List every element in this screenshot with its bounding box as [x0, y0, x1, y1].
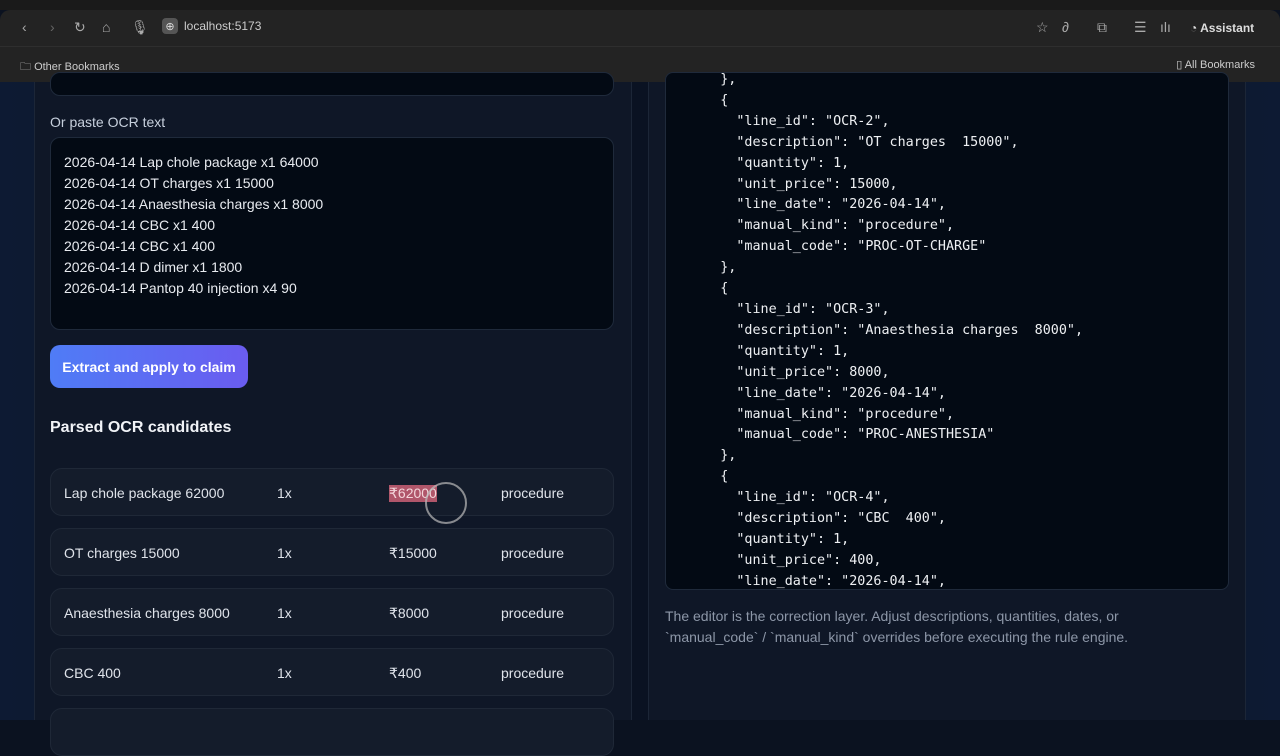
candidate-row: Lap chole package 62000 1x ₹62000 proced…	[50, 468, 614, 516]
candidate-qty: 1x	[277, 545, 292, 561]
json-editor[interactable]: }, { "line_id": "OCR-2", "description": …	[665, 72, 1229, 590]
candidate-price: ₹15000	[389, 545, 437, 561]
browser-chrome: ‹ › ↻ ⌂ 🎙 ⊕ localhost:5173 ☆ ∂ ⧉ ☰ ılı ◔ …	[0, 10, 1280, 82]
all-bookmarks-label: All Bookmarks	[1184, 59, 1255, 71]
candidate-kind: procedure	[501, 605, 565, 621]
editor-help-text: The editor is the correction layer. Adju…	[665, 608, 1129, 645]
json-editor-text[interactable]: }, { "line_id": "OCR-2", "description": …	[720, 72, 1084, 589]
candidate-qty: 1x	[277, 485, 292, 501]
star-icon[interactable]: ☆	[1036, 19, 1049, 35]
home-icon[interactable]: ⌂	[102, 19, 111, 35]
bookmark-icon: ▯	[1176, 59, 1183, 71]
bookmarks-bar: 🗀 Other Bookmarks ▯ All Bookmarks	[0, 46, 1280, 82]
candidates-heading: Parsed OCR candidates	[50, 419, 232, 436]
candidate-row	[50, 708, 614, 756]
reload-icon[interactable]: ↻	[74, 19, 86, 35]
ocr-textarea[interactable]: 2026-04-14 Lap chole package x1 64000 20…	[50, 137, 614, 330]
address-bar[interactable]: ⊕ localhost:5173	[162, 18, 261, 34]
other-bookmarks[interactable]: 🗀 Other Bookmarks	[20, 58, 120, 77]
candidate-kind: procedure	[501, 485, 565, 501]
previous-field[interactable]	[50, 72, 614, 96]
globe-icon: ⊕	[162, 18, 178, 34]
candidate-qty: 1x	[277, 665, 292, 681]
candidate-row: OT charges 15000 1x ₹15000 procedure	[50, 528, 614, 576]
all-bookmarks[interactable]: ▯ All Bookmarks	[1176, 58, 1255, 71]
back-icon[interactable]: ‹	[22, 19, 27, 35]
os-top-strip	[0, 0, 1280, 10]
candidate-price: ₹62000	[389, 485, 437, 502]
extract-apply-button[interactable]: Extract and apply to claim	[50, 345, 248, 388]
candidate-kind: procedure	[501, 545, 565, 561]
url-text[interactable]: localhost:5173	[184, 19, 262, 33]
other-bookmarks-label: Other Bookmarks	[34, 61, 120, 73]
page: Or paste OCR text 2026-04-14 Lap chole p…	[0, 72, 1280, 756]
candidate-description: OT charges 15000	[64, 545, 180, 561]
candidate-price: ₹8000	[389, 605, 430, 621]
assistant-label: Assistant	[1200, 21, 1255, 35]
extensions-icon[interactable]: ⧉	[1097, 19, 1107, 35]
candidate-row: CBC 400 1x ₹400 procedure	[50, 648, 614, 696]
folder-icon: 🗀	[20, 61, 31, 73]
mouse-cursor-highlight	[425, 482, 467, 524]
candidate-row: Anaesthesia charges 8000 1x ₹8000 proced…	[50, 588, 614, 636]
candidate-description: Anaesthesia charges 8000	[64, 605, 230, 621]
forward-icon[interactable]: ›	[50, 19, 55, 35]
assistant-button[interactable]: ◔ Assistant	[1190, 21, 1255, 35]
candidate-kind: procedure	[501, 665, 565, 681]
link-icon[interactable]: ∂	[1062, 19, 1069, 35]
candidate-description: CBC 400	[64, 665, 121, 681]
candidate-qty: 1x	[277, 605, 292, 621]
candidate-price: ₹400	[389, 665, 422, 681]
audio-icon[interactable]: ılı	[1160, 19, 1171, 35]
candidate-description: Lap chole package 62000	[64, 485, 225, 501]
menu-icon[interactable]: ☰	[1134, 19, 1147, 35]
ocr-text-label: Or paste OCR text	[50, 114, 166, 130]
microphone-icon[interactable]: 🎙	[131, 19, 149, 35]
